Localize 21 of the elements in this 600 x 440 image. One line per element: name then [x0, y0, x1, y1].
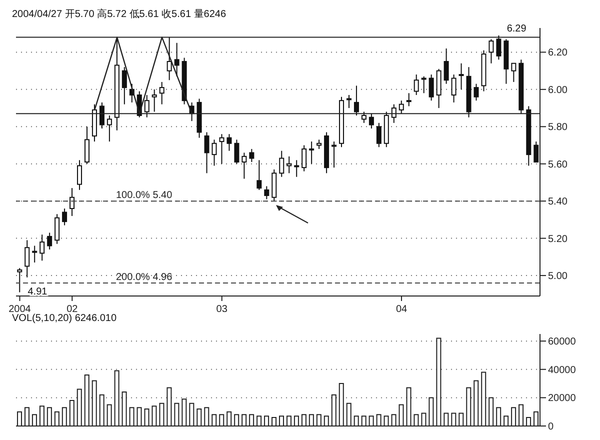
y-tick-label: 0: [548, 422, 554, 433]
y-tick-label: 6.00: [548, 84, 568, 96]
ref-line-label: 100.0% 5.40: [116, 190, 173, 202]
y-tick-label: 5.40: [548, 196, 568, 208]
x-tick-label: 02: [66, 304, 78, 315]
x-tick-label: 2004: [8, 304, 32, 315]
ref-line-label: 200.0% 4.96: [116, 272, 173, 283]
y-tick-label: 6.20: [548, 48, 568, 59]
y-tick-label: 5.00: [548, 271, 568, 282]
text: 2004/04/27 开5.70 高5.72 低5.61 收5.61 量6246: [12, 9, 226, 20]
x-tick-label: 03: [216, 304, 228, 315]
annotation: 6.29: [506, 23, 527, 34]
y-tick-label: 40000: [548, 364, 576, 376]
y-tick-label: 20000: [548, 393, 576, 404]
y-tick-label: 60000: [548, 336, 576, 348]
y-tick-label: 5.80: [548, 122, 568, 134]
y-tick-label: 5.20: [548, 234, 568, 245]
x-tick-label: 04: [396, 304, 408, 315]
y-tick-label: 5.60: [548, 159, 568, 170]
annotation: 4.91: [28, 286, 48, 298]
text: VOL(5,10,20) 6246.010: [12, 313, 117, 324]
